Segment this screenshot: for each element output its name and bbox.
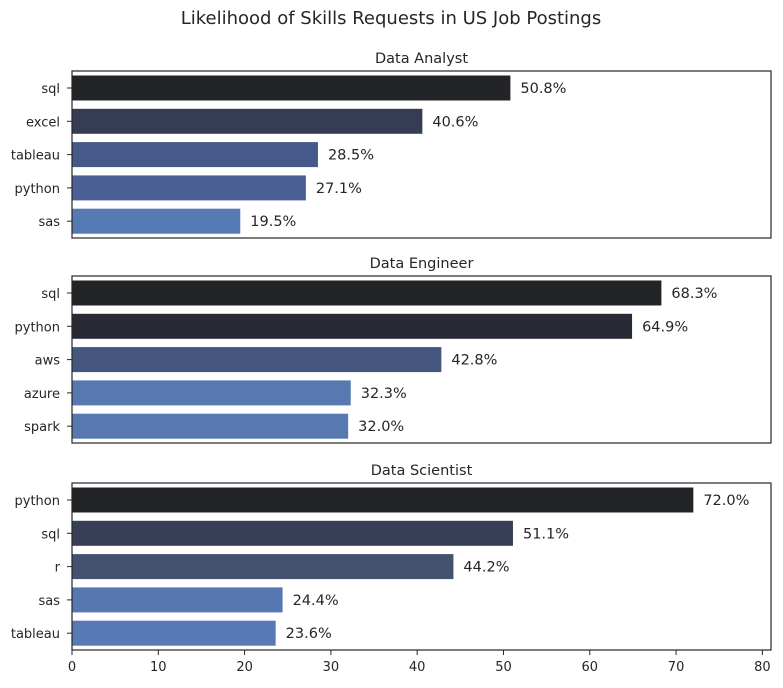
data-label: 44.2%: [463, 560, 509, 576]
x-tick-label: 20: [236, 660, 253, 675]
x-tick-label: 40: [409, 660, 426, 675]
data-label: 72.0%: [703, 493, 749, 509]
panels: Data Analyst 50.8% sql 40.6% excel 28.5% table…: [11, 51, 772, 675]
data-label: 28.5%: [328, 148, 374, 164]
y-tick-label: r: [55, 561, 61, 576]
x-tick-label: 50: [495, 660, 512, 675]
y-tick-label: sql: [41, 527, 60, 542]
x-tick-label: 0: [68, 660, 76, 675]
y-tick-label: tableau: [11, 149, 60, 164]
bar: [72, 520, 513, 546]
y-tick-label: azure: [24, 387, 60, 402]
bar: [72, 108, 423, 134]
data-label: 24.4%: [293, 593, 339, 609]
y-tick-label: tableau: [11, 627, 60, 642]
bar: [72, 380, 351, 406]
data-label: 68.3%: [671, 286, 717, 302]
data-label: 32.3%: [361, 386, 407, 402]
data-label: 64.9%: [642, 319, 688, 335]
data-label: 27.1%: [316, 181, 362, 197]
bar: [72, 280, 662, 306]
y-tick-label: sql: [41, 82, 60, 97]
data-label: 50.8%: [520, 81, 566, 97]
y-tick-label: excel: [26, 115, 60, 130]
data-label: 51.1%: [523, 526, 569, 542]
data-label: 23.6%: [286, 626, 332, 642]
x-tick-label: 10: [150, 660, 167, 675]
bar: [72, 208, 241, 234]
bar: [72, 75, 511, 101]
bar: [72, 347, 442, 373]
subplot-0: Data Analyst 50.8% sql 40.6% excel 28.5% table…: [11, 51, 772, 239]
x-tick-label: 30: [323, 660, 340, 675]
bar: [72, 487, 694, 513]
y-tick-label: sas: [38, 215, 60, 230]
x-tick-label: 60: [582, 660, 599, 675]
bar: [72, 413, 349, 439]
y-tick-label: sql: [41, 287, 60, 302]
y-tick-label: python: [15, 320, 60, 335]
subplot-title: Data Scientist: [371, 463, 473, 479]
axes-frame: [71, 70, 772, 239]
bar: [72, 554, 454, 580]
subplot-title: Data Analyst: [375, 51, 468, 67]
subplot-title: Data Engineer: [370, 256, 474, 272]
axes-frame: [71, 482, 772, 651]
bar: [72, 620, 276, 646]
x-tick-label: 70: [668, 660, 685, 675]
y-tick-label: aws: [35, 354, 61, 369]
bar: [72, 142, 318, 168]
x-tick-label: 80: [754, 660, 771, 675]
bar: [72, 175, 306, 201]
y-tick-label: spark: [24, 420, 60, 435]
data-label: 40.6%: [432, 114, 478, 130]
axes-frame: [71, 275, 772, 444]
subplot-2: Data Scientist 72.0% python 51.1% sql 44.2% r 2…: [11, 463, 772, 675]
data-label: 32.0%: [358, 419, 404, 435]
subplot-1: Data Engineer 68.3% sql 64.9% python 42.8% aws…: [15, 256, 772, 444]
y-tick-label: sas: [38, 594, 60, 609]
chart-title: Likelihood of Skills Requests in US Job …: [181, 8, 602, 29]
data-label: 42.8%: [451, 353, 497, 369]
y-tick-label: python: [15, 182, 60, 197]
y-tick-label: python: [15, 494, 60, 509]
bar: [72, 587, 283, 613]
bar: [72, 313, 633, 339]
data-label: 19.5%: [250, 214, 296, 230]
